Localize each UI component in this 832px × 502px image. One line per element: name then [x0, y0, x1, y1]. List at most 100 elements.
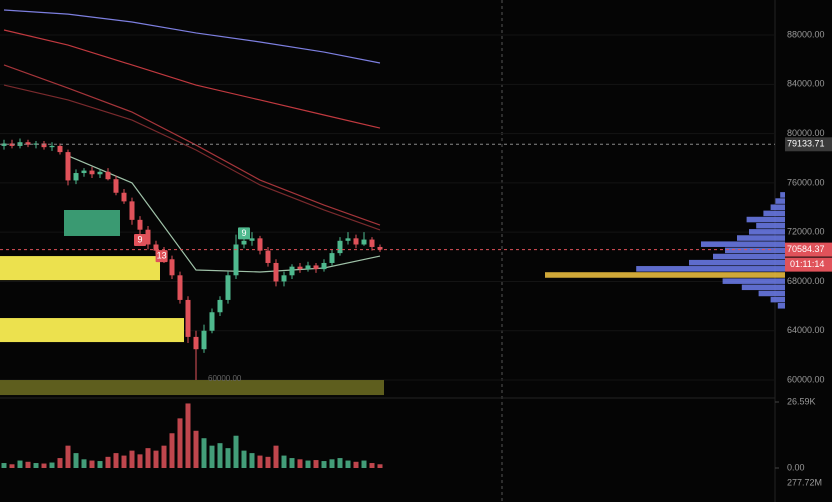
candle-body — [129, 201, 135, 220]
volume-bar — [249, 453, 255, 468]
volume-bar — [201, 438, 207, 468]
candle-body — [41, 143, 47, 148]
volume-bar — [257, 455, 263, 468]
candle-body — [113, 179, 119, 193]
volume-bar — [49, 462, 55, 468]
volume-bar — [345, 460, 351, 468]
volume-bar — [57, 458, 63, 468]
candle-body — [297, 266, 303, 270]
candle-body — [89, 170, 95, 175]
candle-body — [289, 266, 295, 276]
volume-profile-bar — [737, 235, 785, 241]
volume-bar — [169, 433, 175, 468]
volume-bar — [225, 448, 231, 468]
candle-body — [249, 238, 255, 241]
price-label-box — [785, 137, 832, 152]
volume-bar — [161, 445, 167, 468]
volume-bar — [105, 456, 111, 468]
candle-body — [153, 244, 159, 251]
volume-bar — [185, 403, 191, 468]
candle-body — [193, 336, 199, 350]
candle-body — [257, 238, 263, 251]
y-tick-label: 60000.00 — [787, 374, 825, 384]
volume-bar — [193, 430, 199, 468]
y-tick-label: 84000.00 — [787, 79, 825, 89]
volume-bar — [121, 455, 127, 468]
candle-body — [49, 145, 55, 148]
price-label-box — [785, 242, 832, 257]
volume-bar — [73, 453, 79, 468]
volume-bar — [17, 460, 23, 468]
moving-average — [3, 29, 381, 129]
volume-bar — [137, 454, 143, 468]
candle-body — [345, 238, 351, 241]
volume-profile-bar — [636, 266, 785, 272]
volume-bar — [337, 458, 343, 468]
candle-body — [361, 239, 367, 245]
candle-body — [265, 250, 271, 263]
volume-footer-label: 277.72M — [787, 477, 822, 487]
volume-profile-bar — [770, 296, 785, 303]
marker-box — [238, 227, 250, 240]
volume-profile-bar — [725, 247, 785, 254]
candle-body — [201, 330, 207, 350]
volume-profile-bar — [746, 216, 785, 223]
candle-body — [81, 170, 87, 174]
price-label: 70584.37 — [787, 244, 825, 254]
volume-profile-bar — [770, 204, 785, 210]
volume-tick-label: 0.00 — [787, 462, 805, 472]
volume-bar — [81, 459, 87, 468]
volume-bar — [297, 459, 303, 468]
volume-bar — [177, 418, 183, 468]
price-label: 79133.71 — [787, 139, 825, 149]
volume-bar — [313, 460, 319, 468]
candle-body — [377, 246, 383, 250]
volume-bar — [129, 450, 135, 468]
candle-body — [225, 275, 231, 300]
countdown-label: 01:11:14 — [790, 259, 824, 269]
candle-body — [137, 219, 143, 230]
volume-bar — [1, 463, 7, 468]
volume-profile-bar — [713, 253, 785, 260]
volume-bar — [217, 443, 223, 468]
volume-bar — [265, 456, 271, 468]
volume-profile-bar — [780, 192, 785, 198]
candle-body — [1, 143, 7, 146]
candle-body — [185, 299, 191, 337]
moving-average — [3, 64, 381, 226]
moving-average — [67, 155, 381, 273]
candle-body — [217, 299, 223, 313]
volume-bar — [377, 464, 383, 468]
volume-bar — [281, 455, 287, 468]
zone — [0, 318, 184, 343]
volume-bar — [369, 463, 375, 468]
volume-profile-bar — [749, 229, 785, 235]
volume-profile-bar — [689, 259, 785, 266]
y-tick-label: 64000.00 — [787, 325, 825, 335]
candle-body — [353, 238, 359, 245]
zone — [0, 380, 384, 396]
candle-body — [369, 239, 375, 247]
annotation-label: 60000.00 — [208, 374, 242, 383]
countdown-box — [785, 257, 832, 272]
volume-profile-bar — [722, 278, 785, 284]
moving-average — [3, 84, 381, 231]
candle-body — [73, 173, 79, 181]
volume-bar — [329, 459, 335, 468]
candle-body — [329, 253, 335, 263]
candle-body — [177, 275, 183, 300]
y-tick-label: 72000.00 — [787, 227, 825, 237]
candle-body — [321, 262, 327, 270]
volume-profile-bar — [741, 284, 785, 291]
volume-profile-bar — [701, 241, 785, 247]
y-tick-label: 80000.00 — [787, 128, 825, 138]
volume-bar — [289, 458, 295, 468]
marker-box — [134, 234, 146, 247]
candle-body — [169, 259, 175, 276]
moving-average — [3, 9, 381, 64]
volume-bar — [305, 460, 311, 468]
candle-body — [121, 192, 127, 202]
volume-bar — [241, 450, 247, 468]
volume-bar — [153, 450, 159, 468]
volume-profile-bar — [545, 272, 785, 278]
